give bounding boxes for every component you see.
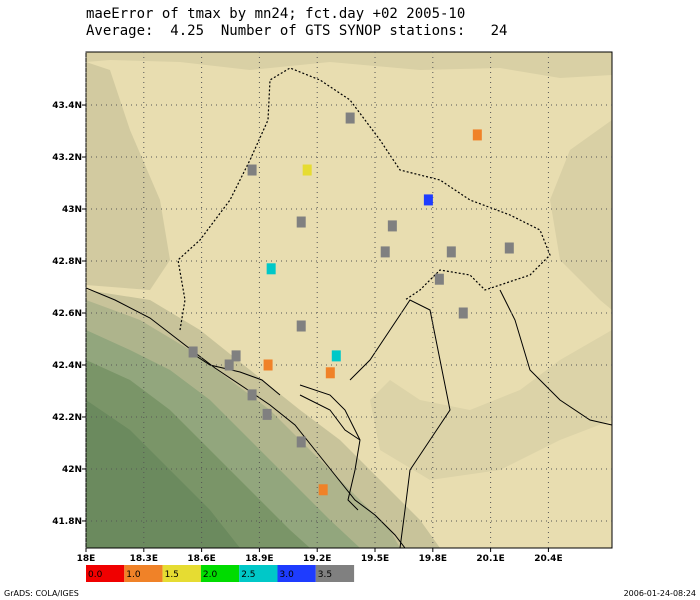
- x-tick-label: 19.5E: [361, 554, 389, 564]
- title-line: maeError of tmax by mn24; fct.day +02 20…: [86, 6, 465, 22]
- x-tick-label: 20.1E: [476, 554, 504, 564]
- station-marker: [224, 359, 234, 371]
- station-marker: [325, 367, 335, 379]
- grid: 18E 18.3E 18.6E 18.9E 19.2E 19.5E 19.8E 20.1E 20…: [52, 52, 612, 564]
- legend-label: 3.0: [280, 570, 295, 580]
- station-marker: [504, 242, 514, 254]
- x-tick-label: 20.4E: [534, 554, 562, 564]
- legend-swatch: [124, 565, 163, 582]
- boundaries: [86, 67, 612, 548]
- station-marker: [247, 389, 257, 401]
- y-tick-label: 42.8N: [52, 257, 82, 267]
- y-tick-label: 41.8N: [52, 517, 82, 527]
- y-tick-label: 42.2N: [52, 413, 82, 423]
- station-marker: [302, 164, 312, 176]
- legend-label: 1.5: [165, 570, 179, 580]
- footer-left: GrADS: COLA/IGES: [4, 589, 79, 598]
- plot-frame: [85, 51, 613, 549]
- station-marker: [472, 129, 482, 141]
- station-marker: [231, 350, 241, 362]
- y-tick-label: 43.4N: [52, 101, 82, 111]
- station-marker: [318, 484, 328, 496]
- y-tick-label: 43N: [62, 205, 82, 215]
- stations: [188, 112, 514, 496]
- station-marker: [262, 408, 272, 420]
- x-tick-label: 19.2E: [303, 554, 331, 564]
- x-tick-label: 18.9E: [245, 554, 273, 564]
- legend-label: 2.5: [241, 570, 255, 580]
- station-marker: [296, 216, 306, 228]
- legend-label: 3.5: [318, 570, 332, 580]
- station-marker: [331, 350, 341, 362]
- station-marker: [345, 112, 355, 124]
- station-marker: [387, 220, 397, 232]
- legend-swatch: [277, 565, 316, 582]
- legend-swatch: [315, 565, 355, 582]
- station-marker: [296, 320, 306, 332]
- legend-swatch: [162, 565, 201, 582]
- station-marker: [446, 246, 456, 258]
- station-marker: [296, 436, 306, 448]
- y-tick-label: 42N: [62, 465, 82, 475]
- station-marker: [247, 164, 257, 176]
- station-marker: [266, 263, 276, 275]
- legend-label: 1.0: [126, 570, 141, 580]
- footer-right: 2006-01-24-08:24: [624, 589, 696, 598]
- x-tick-label: 18.3E: [130, 554, 158, 564]
- station-marker: [423, 194, 433, 206]
- title-line: Average: 4.25 Number of GTS SYNOP statio…: [86, 23, 507, 39]
- legend-label: 2.0: [203, 570, 218, 580]
- station-marker: [263, 359, 273, 371]
- legend-swatch: [239, 565, 278, 582]
- shading: [86, 52, 612, 548]
- station-marker: [380, 246, 390, 258]
- legend-label: 0.0: [88, 570, 103, 580]
- legend-swatch: [200, 565, 240, 582]
- y-tick-label: 42.6N: [52, 309, 82, 319]
- station-marker: [188, 346, 198, 358]
- y-tick-label: 42.4N: [52, 361, 82, 371]
- station-marker: [434, 273, 444, 285]
- x-tick-label: 18.6E: [187, 554, 215, 564]
- station-marker: [458, 307, 468, 319]
- y-tick-label: 43.2N: [52, 153, 82, 163]
- x-tick-label: 18E: [77, 554, 96, 564]
- color-bar: 0.0 1.0 1.5 2.0 2.5 3.0 3.5: [86, 565, 355, 582]
- legend-swatch: [86, 565, 125, 582]
- x-tick-label: 19.8E: [419, 554, 447, 564]
